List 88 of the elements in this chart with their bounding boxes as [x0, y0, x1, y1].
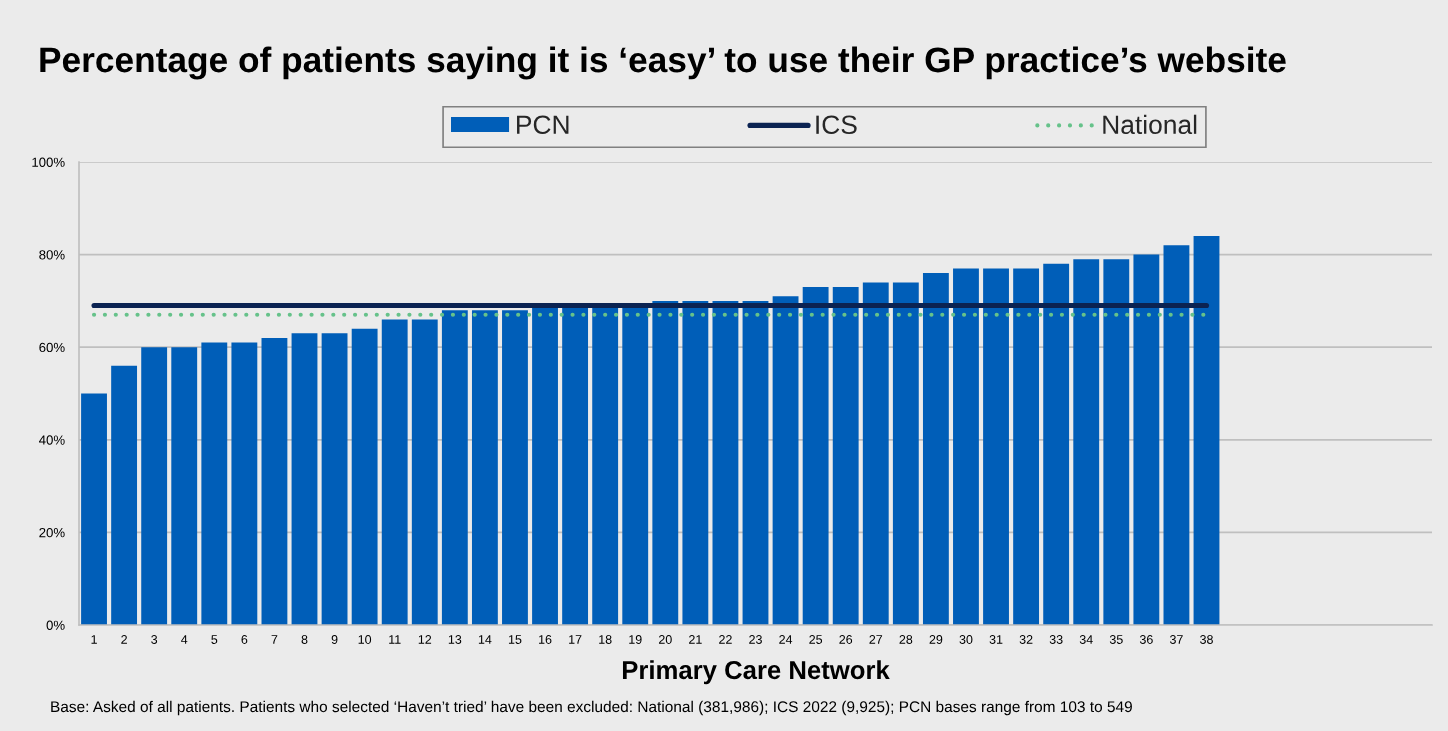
bar	[712, 300, 739, 625]
bar	[622, 305, 649, 625]
y-tick-label: 100%	[32, 157, 65, 167]
bar	[201, 342, 228, 625]
x-tick-label: 5	[211, 635, 218, 644]
bar	[1013, 268, 1040, 625]
bar	[1133, 254, 1160, 625]
x-tick-label: 28	[899, 635, 913, 644]
bar	[502, 310, 528, 625]
x-tick-label: 19	[629, 635, 642, 644]
y-tick-label: 60%	[39, 342, 65, 353]
x-tick-label: 30	[959, 635, 973, 644]
bar	[983, 268, 1009, 625]
chart-title: Percentage of patients saying it is ‘easy’ to use their GP practice’s website	[40, 46, 1286, 80]
x-tick-label: 31	[989, 635, 1003, 644]
bar	[562, 305, 589, 625]
bar	[321, 333, 348, 625]
y-tick-label: 40%	[39, 435, 65, 445]
x-tick-label: 3	[151, 635, 158, 644]
x-tick-label: 24	[779, 635, 793, 644]
bar	[953, 268, 979, 625]
bar	[111, 365, 138, 625]
bar	[171, 347, 198, 625]
legend-label: PCN	[517, 115, 569, 135]
x-tick-label: 25	[809, 635, 823, 644]
bar	[1043, 263, 1070, 625]
legend-label: ICS	[816, 115, 857, 135]
bar	[922, 273, 949, 625]
bar	[81, 393, 107, 625]
x-tick-label: 20	[658, 635, 672, 644]
bar	[532, 305, 558, 625]
x-tick-label: 12	[418, 635, 432, 644]
bar	[1103, 259, 1130, 625]
x-tick-label: 16	[539, 635, 552, 644]
bar	[441, 310, 468, 625]
x-tick-label: 4	[181, 635, 188, 644]
y-tick-label: 0%	[46, 620, 65, 630]
bar	[1163, 245, 1190, 625]
x-tick-label: 13	[448, 635, 462, 644]
bar	[1193, 236, 1220, 625]
x-tick-label: 14	[478, 635, 492, 644]
bar	[772, 296, 799, 625]
x-tick-label: 22	[719, 635, 732, 644]
x-tick-label: 9	[331, 635, 338, 644]
x-tick-label: 1	[91, 635, 97, 644]
x-tick-label: 32	[1019, 635, 1033, 644]
bar	[832, 287, 859, 625]
y-tick-label: 80%	[39, 250, 65, 260]
bar	[1073, 259, 1100, 625]
x-tick-label: 18	[599, 635, 612, 644]
x-tick-label: 33	[1049, 635, 1063, 644]
x-axis-title: Primary Care Network	[622, 660, 890, 685]
x-tick-label: 27	[869, 635, 883, 644]
bar	[381, 319, 408, 625]
x-tick-label: 23	[749, 635, 762, 644]
bar	[471, 310, 498, 625]
bar	[592, 305, 619, 625]
x-tick-label: 34	[1079, 635, 1093, 644]
x-tick-label: 29	[929, 635, 943, 644]
bar	[802, 287, 829, 625]
bar	[351, 328, 378, 625]
bar	[742, 300, 769, 625]
legend-label: National	[1103, 114, 1197, 135]
x-tick-label: 37	[1169, 635, 1183, 644]
x-tick-label: 10	[358, 635, 372, 644]
bar	[652, 300, 679, 625]
x-tick-label: 21	[689, 635, 702, 644]
x-tick-label: 6	[241, 635, 248, 644]
bar	[231, 342, 258, 625]
bar	[862, 282, 889, 625]
y-tick-label: 20%	[39, 527, 65, 538]
text: Base: Asked of all patients. Patients who selected ‘Haven’t tried’ have been excluded: National (381,986); ICS 2022 (9,925); PCN bases range from 103 to 549	[51, 700, 1132, 716]
bar	[291, 333, 318, 625]
x-tick-label: 11	[389, 635, 401, 644]
bar	[261, 337, 288, 625]
x-tick-label: 8	[301, 635, 308, 644]
x-tick-label: 17	[569, 635, 582, 644]
x-tick-label: 38	[1200, 635, 1213, 644]
x-tick-label: 2	[121, 635, 127, 644]
x-tick-label: 36	[1139, 635, 1153, 644]
bar	[892, 282, 919, 625]
x-tick-label: 26	[839, 635, 853, 644]
x-tick-label: 15	[508, 635, 522, 644]
bar	[682, 300, 709, 625]
x-tick-label: 35	[1109, 635, 1123, 644]
x-tick-label: 7	[271, 635, 278, 644]
bar	[411, 319, 438, 625]
bar	[141, 347, 168, 625]
